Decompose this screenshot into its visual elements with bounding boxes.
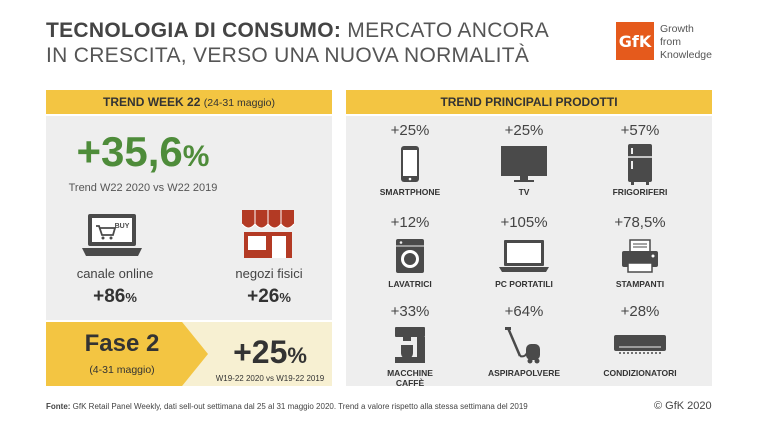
laptop-icon <box>499 240 549 272</box>
product-label: LAVATRICI <box>388 279 432 289</box>
fridge-icon <box>628 144 652 185</box>
products-heading: TREND PRINCIPALI PRODOTTI <box>346 90 712 114</box>
smartphone-icon <box>401 146 419 182</box>
product-fridge: +57% FRIGORIFERI <box>590 122 690 197</box>
buy-badge: BUY <box>115 223 130 230</box>
tv-icon <box>501 146 547 182</box>
online-channel-value: +86% <box>93 286 137 307</box>
trend-week-caption: Trend W22 2020 vs W22 2019 <box>68 182 218 194</box>
stores-channel-label: negozi fisici <box>235 266 303 281</box>
product-value: +78,5% <box>614 214 666 231</box>
store-icon <box>241 210 295 258</box>
title-bold: TECNOLOGIA DI CONSUMO: <box>46 19 342 42</box>
fase2-caption: W19-22 2020 vs W19-22 2019 <box>215 374 325 383</box>
product-label: PC PORTATILI <box>495 279 553 289</box>
online-channel-label: canale online <box>76 266 154 281</box>
gfk-logo: GfK <box>616 22 654 60</box>
laptop-cart-icon: BUY <box>82 214 142 256</box>
product-value: +33% <box>390 303 430 320</box>
product-vacuum: +64% ASPIRAPOLVERE <box>474 303 574 378</box>
printer-icon <box>622 239 658 273</box>
product-value: +105% <box>500 214 548 231</box>
product-value: +12% <box>390 214 430 231</box>
copyright: © GfK 2020 <box>654 400 712 412</box>
product-laptop: +105% PC PORTATILI <box>474 214 574 289</box>
title-line2: IN CRESCITA, VERSO UNA NUOVA NORMALITÀ <box>46 44 530 67</box>
product-tv: +25% TV <box>474 122 574 197</box>
product-label: FRIGORIFERI <box>612 187 668 197</box>
title-rest: MERCATO ANCORA <box>341 19 550 42</box>
product-value: +25% <box>504 122 544 139</box>
source-note: Fonte: GfK Retail Panel Weekly, dati sel… <box>46 402 528 411</box>
product-label: MACCHINE CAFFÈ <box>387 368 433 388</box>
trend-week-value: +35,6% <box>76 128 210 175</box>
product-smartphone: +25% SMARTPHONE <box>360 122 460 197</box>
product-label: CONDIZIONATORI <box>603 368 677 378</box>
air-conditioner-icon <box>614 335 666 354</box>
product-air-conditioner: +28% CONDIZIONATORI <box>590 303 690 378</box>
product-label: ASPIRAPOLVERE <box>487 368 561 378</box>
product-printer: +78,5% STAMPANTI <box>590 214 690 289</box>
fase2-sub: (4-31 maggio) <box>89 364 155 376</box>
product-washing-machine: +12% LAVATRICI <box>360 214 460 289</box>
fase2-arrow <box>46 322 208 386</box>
trend-week-heading: TREND WEEK 22 (24-31 maggio) <box>46 90 332 114</box>
stores-channel-value: +26% <box>247 286 291 307</box>
product-label: SMARTPHONE <box>379 187 441 197</box>
product-value: +57% <box>620 122 660 139</box>
product-value: +25% <box>390 122 430 139</box>
fase2-value: +25% <box>233 334 307 370</box>
product-label: STAMPANTI <box>615 279 665 289</box>
fase2-title: Fase 2 <box>84 330 160 357</box>
logo-tagline: Growth from Knowledge <box>660 23 712 61</box>
page-title: TECNOLOGIA DI CONSUMO: MERCATO ANCORA IN… <box>46 18 586 68</box>
product-value: +28% <box>620 303 660 320</box>
coffee-machine-icon <box>395 327 425 363</box>
vacuum-cleaner-icon <box>505 327 540 364</box>
product-value: +64% <box>504 303 544 320</box>
product-coffee-machine: +33% MACCHINE CAFFÈ <box>360 303 460 388</box>
product-label: TV <box>518 187 530 197</box>
washing-machine-icon <box>396 239 424 273</box>
